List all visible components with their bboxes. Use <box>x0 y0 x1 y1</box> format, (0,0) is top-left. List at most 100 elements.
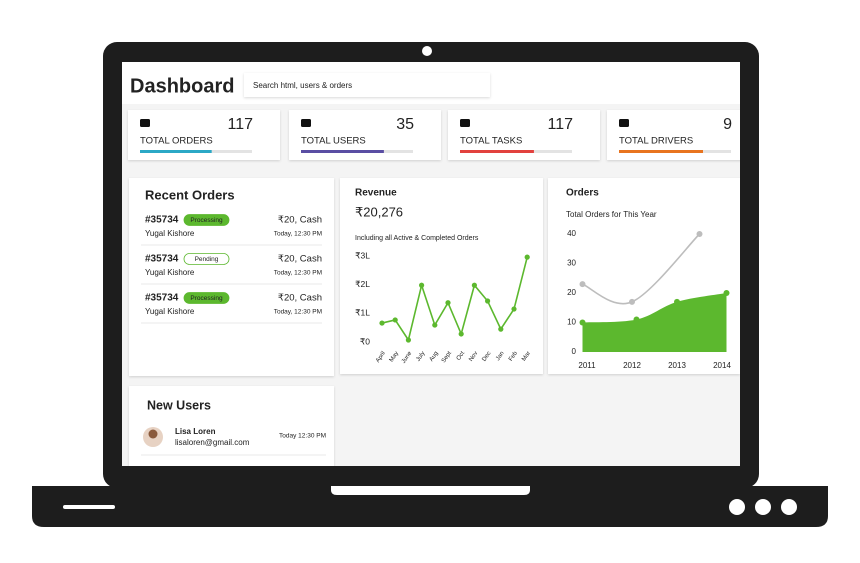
point <box>579 281 586 288</box>
card <box>129 386 334 466</box>
card <box>340 178 543 374</box>
revenue-point <box>471 282 477 288</box>
status-pill <box>183 253 230 265</box>
order-amount: ₹20, Cash <box>278 293 322 304</box>
screen: Dashboard Search html, users & orders 117 T… <box>122 62 740 466</box>
base-dot <box>729 499 745 515</box>
card-title: Recent Orders <box>145 187 235 202</box>
order-id: #35734 <box>145 254 179 265</box>
stat-icon <box>140 119 150 127</box>
x-tick-label: Dec <box>481 351 492 363</box>
status-pill <box>183 292 230 304</box>
order-time: Today, 12:30 PM <box>274 270 322 277</box>
x-tick-label: May <box>389 351 400 364</box>
stat-label: TOTAL TASKS <box>460 136 522 147</box>
point <box>696 231 703 237</box>
card <box>129 178 334 376</box>
x-tick-label: July <box>415 351 426 363</box>
x-tick-label: Nov <box>468 351 479 363</box>
y-tick-label: 10 <box>567 318 576 327</box>
search-placeholder: Search html, users & orders <box>253 81 352 90</box>
status-text: Pending <box>195 256 219 263</box>
customer-name: Yugal Kishore <box>145 268 195 277</box>
y-tick-label: ₹1L <box>355 308 370 318</box>
status-pill <box>183 214 230 226</box>
y-tick-label: 0 <box>572 347 577 356</box>
order-id: #35734 <box>145 293 179 304</box>
card-title: New Users <box>147 398 211 412</box>
base-dot <box>755 499 771 515</box>
x-tick-label: Mar <box>521 351 532 363</box>
order-time: Today, 12:30 PM <box>274 309 322 316</box>
area <box>582 293 727 352</box>
x-tick-label: 2013 <box>668 361 686 370</box>
status-text: Processing <box>190 295 223 302</box>
stat-value: 35 <box>396 116 414 133</box>
point <box>633 316 640 323</box>
status-text: Processing <box>190 217 223 224</box>
stat-icon <box>619 119 629 127</box>
y-tick-label: ₹2L <box>355 279 370 289</box>
x-tick-label: 2012 <box>623 361 641 370</box>
revenue-point <box>485 298 491 304</box>
point <box>674 298 680 305</box>
revenue-total: ₹20,276 <box>355 204 403 219</box>
search-box[interactable] <box>244 73 490 97</box>
laptop-notch <box>331 486 530 495</box>
order-id: #35734 <box>145 215 179 226</box>
progress-fill <box>301 150 384 153</box>
chart-subtitle: Including all Active & Completed Orders <box>355 235 479 242</box>
x-tick-label: Oct <box>456 350 466 361</box>
progress-fill <box>460 150 534 153</box>
revenue-point <box>419 282 425 288</box>
stat-icon <box>460 119 470 127</box>
revenue-point <box>405 337 411 343</box>
page-title: Dashboard <box>130 75 234 97</box>
laptop-base <box>32 486 828 527</box>
x-tick-label: 2014 <box>713 361 731 370</box>
y-tick-label: 20 <box>567 288 576 297</box>
stat-value: 117 <box>547 116 573 133</box>
stat-label: TOTAL DRIVERS <box>619 136 693 147</box>
point <box>579 319 586 326</box>
y-tick-label: 40 <box>567 229 576 238</box>
progress-fill <box>140 150 212 153</box>
user-name: Lisa Loren <box>175 427 216 436</box>
user-time: Today 12:30 PM <box>279 433 326 440</box>
point <box>629 298 635 305</box>
stat-value: 117 <box>227 116 253 133</box>
revenue-point <box>392 317 398 323</box>
chart-title: Orders <box>566 188 599 199</box>
revenue-line <box>381 256 528 342</box>
camera <box>422 46 432 56</box>
avatar-head <box>148 429 158 439</box>
x-tick-label: April <box>375 351 387 364</box>
revenue-point <box>445 300 451 306</box>
y-tick-label: ₹0 <box>360 336 370 346</box>
order-time: Today, 12:30 PM <box>274 231 322 238</box>
order-amount: ₹20, Cash <box>278 254 322 265</box>
stat-label: TOTAL USERS <box>301 136 366 147</box>
revenue-point <box>432 322 438 328</box>
customer-name: Yugal Kishore <box>145 307 195 316</box>
x-tick-label: Feb <box>508 350 519 362</box>
point <box>723 290 730 296</box>
y-tick-label: 30 <box>567 259 576 268</box>
base-line <box>63 505 115 509</box>
x-tick-label: 2011 <box>578 361 596 370</box>
stat-label: TOTAL ORDERS <box>140 136 213 147</box>
order-amount: ₹20, Cash <box>278 215 322 226</box>
chart-subtitle: Total Orders for This Year <box>566 210 657 219</box>
customer-name: Yugal Kishore <box>145 229 195 238</box>
revenue-point <box>498 326 504 332</box>
progress-fill <box>619 150 703 153</box>
y-tick-label: ₹3L <box>355 250 370 260</box>
stat-icon <box>301 119 311 127</box>
user-email: lisaloren@gmail.com <box>175 438 250 447</box>
revenue-point <box>458 331 464 337</box>
revenue-point <box>379 320 385 326</box>
revenue-point <box>524 254 530 260</box>
x-tick-label: Aug <box>429 351 440 363</box>
